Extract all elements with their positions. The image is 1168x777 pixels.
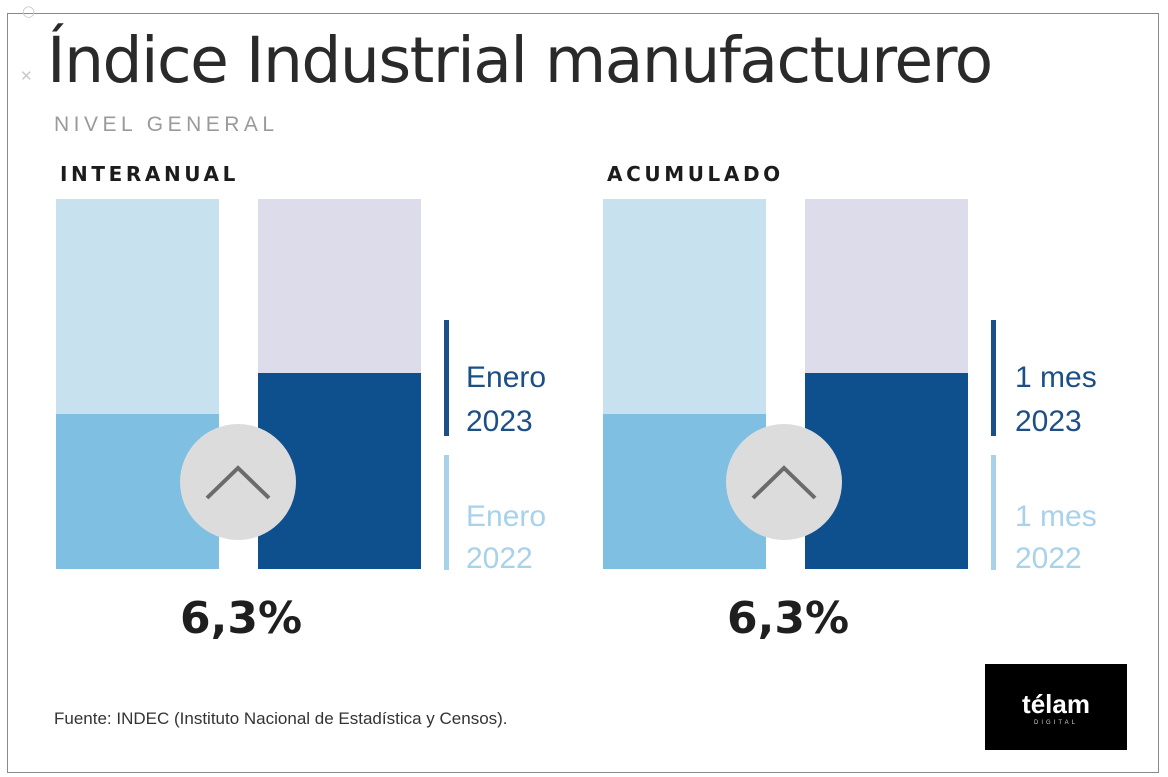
legend-current-year: 2023: [1015, 405, 1082, 438]
dot-icon: ○: [22, 2, 36, 20]
logo-tagline: DIGITAL: [1034, 720, 1078, 726]
legend-marker-current: [444, 320, 449, 436]
legend-previous-month: Enero: [466, 500, 547, 533]
close-icon[interactable]: ✕: [20, 67, 33, 85]
panel-title-interanual: INTERANUAL: [60, 162, 239, 186]
legend-previous-month: 1 mes: [1015, 500, 1097, 533]
legend-previous-year: 2022: [1015, 542, 1082, 575]
value-acumulado: 6,3%: [727, 593, 850, 644]
infographic-frame: [7, 13, 1159, 773]
value-interanual: 6,3%: [180, 593, 303, 644]
legend-previous-year: 2022: [466, 542, 533, 575]
legend-current-month: Enero: [466, 361, 547, 394]
source-note: Fuente: INDEC (Instituto Nacional de Est…: [54, 709, 508, 728]
legend-current-year: 2023: [466, 405, 533, 438]
legend-marker-previous: [444, 455, 449, 570]
chevron-up-icon: [751, 465, 817, 500]
trend-up-badge: [180, 424, 296, 540]
legend-current-month: 1 mes: [1015, 361, 1097, 394]
telam-logo: télam DIGITAL: [985, 664, 1127, 750]
trend-up-badge: [726, 424, 842, 540]
logo-name: télam: [1022, 689, 1090, 719]
chevron-up-icon: [205, 465, 271, 500]
panel-title-acumulado: ACUMULADO: [607, 162, 784, 186]
page-title: Índice Industrial manufacturero: [47, 24, 993, 97]
page-subtitle: NIVEL GENERAL: [54, 113, 279, 136]
legend-marker-current: [991, 320, 996, 436]
legend-marker-previous: [991, 455, 996, 570]
